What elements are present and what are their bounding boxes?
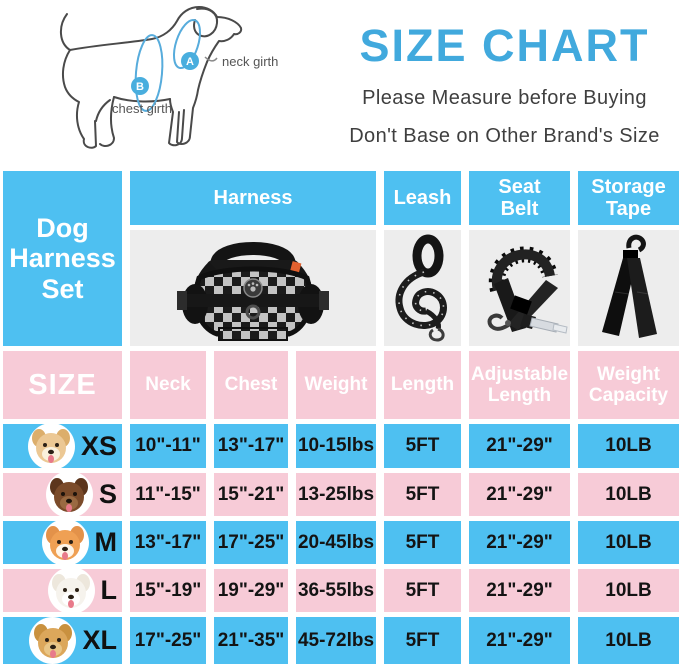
xs-size-cell: XS bbox=[3, 422, 122, 470]
dog-measurement-diagram: A B neck girth chest girth bbox=[0, 0, 330, 171]
badge-b-letter: B bbox=[136, 81, 144, 93]
leash-clip bbox=[428, 327, 445, 342]
col-header-length: Length bbox=[384, 351, 461, 419]
size-chart-table: Dog Harness Set Harness Leash Seat Belt … bbox=[0, 171, 679, 664]
m-length-value: 5FT bbox=[384, 521, 461, 564]
harness-handle bbox=[210, 242, 296, 266]
storage-tape-hook bbox=[626, 234, 646, 253]
l-adjustable-value: 21"-29" bbox=[469, 569, 570, 612]
s-weight-value: 13-25lbs bbox=[296, 473, 376, 516]
s-size-label: S bbox=[98, 479, 117, 509]
subtitle-line-1: Please Measure before Buying bbox=[362, 87, 647, 109]
s-neck-value: 11"-15" bbox=[130, 473, 206, 516]
neck-girth-label: neck girth bbox=[222, 54, 278, 69]
m-neck-value: 13"-17" bbox=[130, 521, 206, 564]
l-chest-value: 19"-29" bbox=[214, 569, 288, 612]
col-header-neck: Neck bbox=[130, 351, 206, 419]
l-capacity-value: 10LB bbox=[578, 569, 679, 612]
l-dog-avatar bbox=[47, 567, 95, 614]
size-header-cell: SIZE bbox=[3, 351, 122, 419]
m-capacity-value: 10LB bbox=[578, 521, 679, 564]
l-neck-value: 15"-19" bbox=[130, 569, 206, 612]
storage-tape-product-image bbox=[578, 230, 679, 346]
weight-capacity-label: Weight Capacity bbox=[588, 363, 669, 406]
badge-a-letter: A bbox=[186, 56, 194, 68]
xs-chest-value: 13"-17" bbox=[214, 424, 288, 468]
s-capacity-value: 10LB bbox=[578, 473, 679, 516]
xl-size-label: XL bbox=[82, 625, 117, 655]
subtitle-line-2: Don't Base on Other Brand's Size bbox=[349, 125, 660, 147]
xs-size-label: XS bbox=[80, 430, 117, 461]
set-label-cell: Dog Harness Set bbox=[3, 171, 122, 346]
col-header-storage-tape: Storage Tape bbox=[578, 171, 679, 225]
xs-length-value: 5FT bbox=[384, 424, 461, 468]
seat-belt-product-image bbox=[469, 230, 570, 346]
chest-girth-label: chest girth bbox=[112, 101, 172, 116]
m-weight-value: 20-45lbs bbox=[296, 521, 376, 564]
col-header-adjustable-length: Adjustable Length bbox=[469, 351, 570, 419]
s-length-value: 5FT bbox=[384, 473, 461, 516]
xs-capacity-value: 10LB bbox=[578, 424, 679, 468]
l-length-value: 5FT bbox=[384, 569, 461, 612]
l-size-label: L bbox=[100, 575, 118, 605]
xl-weight-value: 45-72lbs bbox=[296, 617, 376, 664]
dog-outline-drawing: A B neck girth chest girth bbox=[60, 6, 278, 149]
xl-dog-avatar bbox=[29, 617, 77, 664]
m-size-cell: M bbox=[3, 519, 122, 566]
m-adjustable-value: 21"-29" bbox=[469, 521, 570, 564]
xs-neck-value: 10"-11" bbox=[130, 424, 206, 468]
m-size-label: M bbox=[94, 527, 118, 557]
chest-girth-line bbox=[134, 34, 164, 112]
neck-girth-line bbox=[172, 18, 202, 70]
xl-size-cell: XL bbox=[3, 617, 122, 664]
s-adjustable-value: 21"-29" bbox=[469, 473, 570, 516]
title-block: SIZE CHART Please Measure before Buying … bbox=[330, 0, 679, 171]
col-header-weight-capacity: Weight Capacity bbox=[578, 351, 679, 419]
col-header-leash: Leash bbox=[384, 171, 461, 225]
xl-capacity-value: 10LB bbox=[578, 617, 679, 664]
s-chest-value: 15"-21" bbox=[214, 473, 288, 516]
l-size-cell: L bbox=[3, 567, 122, 614]
col-header-seat-belt: Seat Belt bbox=[469, 171, 570, 225]
harness-product-image bbox=[130, 230, 376, 346]
xs-adjustable-value: 21"-29" bbox=[469, 424, 570, 468]
s-size-cell: S bbox=[3, 471, 122, 518]
seat-belt-hook bbox=[487, 313, 511, 331]
xs-dog-avatar bbox=[27, 422, 75, 470]
xl-adjustable-value: 21"-29" bbox=[469, 617, 570, 664]
col-header-weight: Weight bbox=[296, 351, 376, 419]
page-title: SIZE CHART bbox=[359, 20, 650, 71]
storage-tape-label: Storage Tape bbox=[591, 175, 666, 220]
xl-chest-value: 21"-35" bbox=[214, 617, 288, 664]
xl-length-value: 5FT bbox=[384, 617, 461, 664]
badge-a-circle bbox=[181, 52, 199, 70]
col-header-harness: Harness bbox=[130, 171, 376, 225]
xl-neck-value: 17"-25" bbox=[130, 617, 206, 664]
col-header-chest: Chest bbox=[214, 351, 288, 419]
seat-belt-tongue bbox=[528, 317, 559, 333]
badge-b-circle bbox=[131, 77, 149, 95]
top-section: A B neck girth chest girth SIZE CHART Pl… bbox=[0, 0, 679, 171]
seat-belt-label: Seat Belt bbox=[498, 175, 541, 220]
l-weight-value: 36-55lbs bbox=[296, 569, 376, 612]
leash-product-image bbox=[384, 230, 461, 346]
m-dog-avatar bbox=[41, 519, 89, 566]
m-chest-value: 17"-25" bbox=[214, 521, 288, 564]
xs-weight-value: 10-15lbs bbox=[296, 424, 376, 468]
s-dog-avatar bbox=[45, 471, 93, 518]
